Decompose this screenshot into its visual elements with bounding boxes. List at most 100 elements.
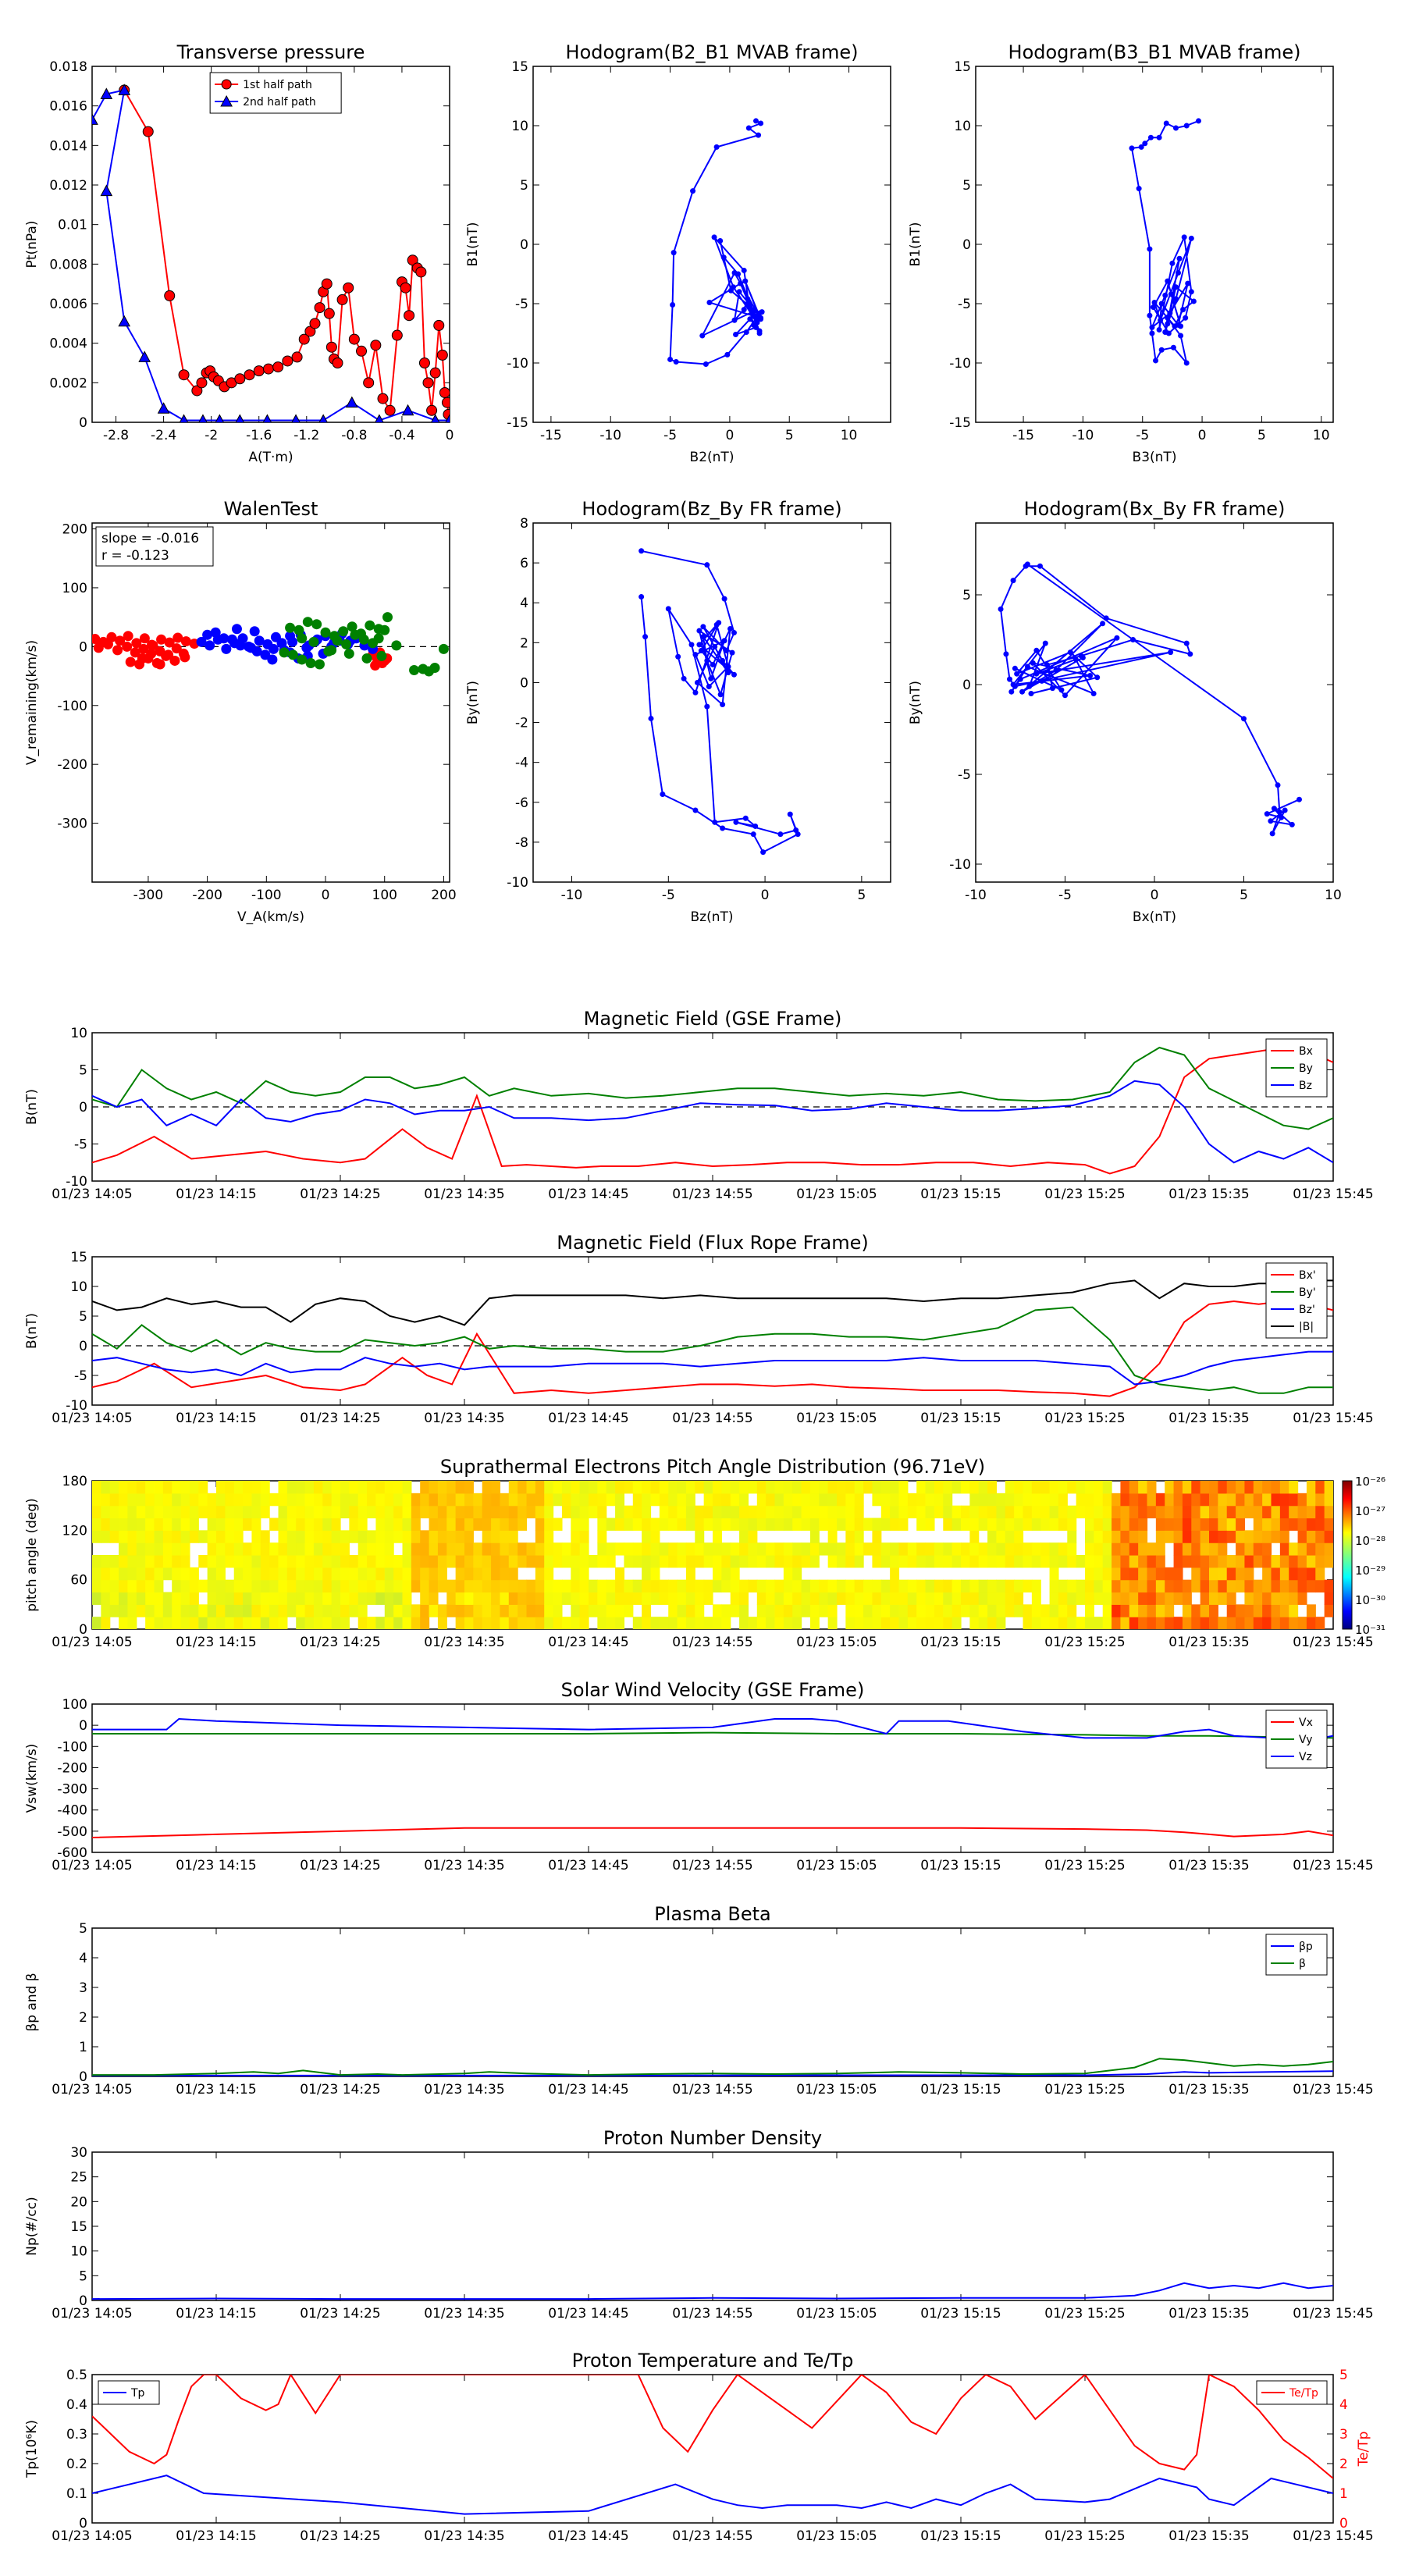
heatmap-cell: [730, 1505, 740, 1519]
heatmap-cell: [677, 1542, 687, 1556]
heatmap-cell: [109, 1530, 119, 1543]
data-point: [638, 594, 645, 600]
heatmap-cell: [1306, 1530, 1316, 1543]
heatmap-cell: [774, 1617, 784, 1629]
heatmap-cell: [907, 1493, 917, 1507]
heatmap-cell: [1226, 1567, 1236, 1581]
heatmap-cell: [446, 1517, 457, 1531]
x-tick-label: 01/23 15:05: [796, 1858, 877, 1873]
heatmap-cell: [473, 1555, 483, 1568]
heatmap-cell: [526, 1493, 536, 1507]
data-point: [198, 414, 208, 422]
heatmap-cell: [668, 1542, 678, 1556]
heatmap-cell: [668, 1604, 678, 1617]
heatmap-cell: [1253, 1505, 1263, 1519]
heatmap-cell: [518, 1481, 528, 1494]
heatmap-cell: [668, 1617, 678, 1629]
heatmap-cell: [296, 1530, 306, 1543]
heatmap-cell: [296, 1567, 306, 1581]
heatmap-cell: [872, 1579, 882, 1593]
x-tick-label: 01/23 14:35: [424, 1858, 504, 1873]
data-point: [1176, 255, 1183, 262]
x-tick-label: 01/23 14:35: [424, 1411, 504, 1426]
x-tick-label: 01/23 15:15: [920, 2082, 1001, 2097]
heatmap-cell: [766, 1617, 776, 1629]
data-point: [304, 326, 316, 337]
heatmap-cell: [367, 1617, 377, 1629]
heatmap-cell: [925, 1604, 935, 1617]
legend-box: [1265, 1934, 1328, 1976]
data-point: [1158, 317, 1164, 323]
x-axis-label: Bz(nT): [690, 909, 733, 925]
heatmap-cell: [518, 1505, 528, 1519]
heatmap-cell: [1218, 1592, 1228, 1605]
heatmap-cell: [1102, 1604, 1112, 1617]
heatmap-cell: [535, 1530, 545, 1543]
heatmap-cell: [650, 1567, 660, 1581]
heatmap-cell: [225, 1505, 235, 1519]
x-tick-label: 01/23 14:55: [672, 1411, 752, 1426]
heatmap-cell: [854, 1493, 864, 1507]
heatmap-cell: [1067, 1617, 1077, 1629]
heatmap-cell: [127, 1555, 137, 1568]
heatmap-cell: [934, 1604, 944, 1617]
data-point: [1147, 246, 1153, 252]
data-point: [92, 634, 101, 645]
data-point: [1183, 315, 1189, 321]
heatmap-cell: [109, 1579, 119, 1593]
heatmap-cell: [561, 1542, 571, 1556]
heatmap-cell: [934, 1579, 944, 1593]
x-tick-label: 01/23 15:35: [1168, 1858, 1249, 1873]
heatmap-cell: [269, 1579, 279, 1593]
heatmap-cell: [1218, 1530, 1228, 1543]
data-point: [712, 819, 718, 825]
x-tick-label: 01/23 15:45: [1293, 2306, 1373, 2322]
heatmap-cell: [500, 1493, 510, 1507]
heatmap-cell: [880, 1592, 891, 1605]
heatmap-cell: [136, 1542, 146, 1556]
heatmap-cell: [367, 1505, 377, 1519]
heatmap-cell: [1138, 1555, 1148, 1568]
heatmap-cell: [145, 1505, 155, 1519]
x-tick-label: 01/23 14:15: [176, 2306, 256, 2322]
data-point: [191, 385, 203, 397]
heatmap-cell: [1218, 1555, 1228, 1568]
y-tick-label: -10: [949, 356, 971, 372]
heatmap-cell: [1014, 1604, 1024, 1617]
heatmap-cell: [606, 1579, 616, 1593]
heatmap-cell: [969, 1530, 980, 1543]
heatmap-cell: [455, 1592, 465, 1605]
heatmap-cell: [695, 1517, 705, 1531]
heatmap-cell: [375, 1617, 386, 1629]
heatmap-cell: [1289, 1604, 1299, 1617]
heatmap-cell: [286, 1530, 297, 1543]
heatmap-cell: [677, 1481, 687, 1494]
data-point: [733, 819, 739, 825]
heatmap-cell: [420, 1530, 430, 1543]
heatmap-cell: [766, 1555, 776, 1568]
data-point: [235, 640, 246, 651]
heatmap-cell: [420, 1592, 430, 1605]
heatmap-cell: [783, 1505, 793, 1519]
heatmap-cell: [482, 1517, 492, 1531]
heatmap-cell: [1085, 1493, 1094, 1507]
x-tick-label: 01/23 14:45: [548, 1187, 628, 1202]
data-point: [665, 606, 671, 612]
heatmap-cell: [978, 1579, 988, 1593]
heatmap-cell: [1297, 1542, 1307, 1556]
heatmap-cell: [1102, 1579, 1112, 1593]
heatmap-cell: [739, 1579, 749, 1593]
heatmap-cell: [589, 1555, 598, 1568]
heatmap-cell: [304, 1592, 315, 1605]
heatmap-cell: [375, 1542, 386, 1556]
heatmap-cell: [1324, 1530, 1333, 1543]
heatmap-cell: [535, 1592, 545, 1605]
heatmap-cell: [1271, 1481, 1281, 1494]
heatmap-cell: [491, 1592, 501, 1605]
heatmap-cell: [1271, 1505, 1281, 1519]
heatmap-cell: [446, 1555, 457, 1568]
heatmap-cell: [890, 1567, 900, 1581]
heatmap-cell: [437, 1481, 447, 1494]
heatmap-cell: [1182, 1505, 1192, 1519]
